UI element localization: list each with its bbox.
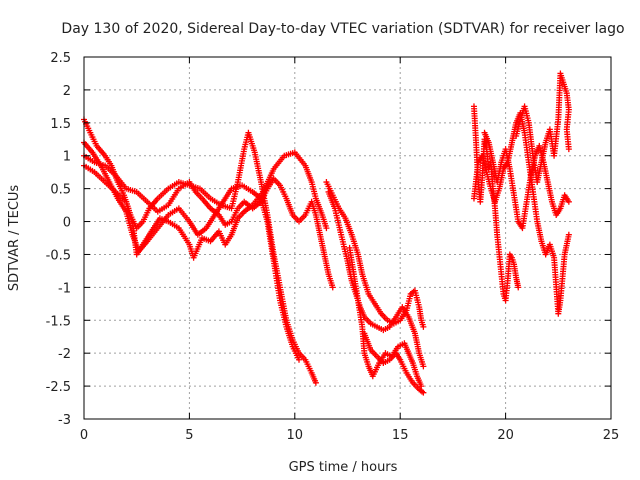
series-9 xyxy=(470,103,522,304)
axes: 0 5 10 15 20 25 -3 -2.5 -2 -1.5 -1 -0.5 0 0.5 1 1.5 2 2.5 xyxy=(46,51,620,443)
data-point xyxy=(296,356,303,363)
series-4 xyxy=(81,152,336,291)
x-axis-label: GPS time / hours xyxy=(289,460,398,475)
x-tick-label: 5 xyxy=(185,428,193,443)
data-point xyxy=(323,225,330,232)
data-point xyxy=(515,284,522,291)
grid-lines xyxy=(83,56,612,420)
series-6 xyxy=(325,188,427,370)
data-point xyxy=(329,284,336,291)
series-10 xyxy=(470,109,572,317)
y-tick-label: -2.5 xyxy=(46,380,71,395)
data-point xyxy=(420,389,427,396)
x-tick-label: 25 xyxy=(603,428,620,443)
x-tick-label: 10 xyxy=(287,428,304,443)
y-tick-label: 2.5 xyxy=(50,51,71,66)
y-tick-label: 0 xyxy=(63,216,71,231)
series-12 xyxy=(513,70,572,186)
data-point xyxy=(420,323,427,330)
data-point xyxy=(565,146,572,153)
y-tick-label: -3 xyxy=(58,413,71,428)
data-point xyxy=(565,198,572,205)
data-point xyxy=(565,231,572,238)
data-point xyxy=(418,383,425,390)
y-tick-label: -2 xyxy=(58,347,71,362)
data-point xyxy=(312,379,319,386)
series-3 xyxy=(81,149,330,261)
x-tick-label: 20 xyxy=(497,428,514,443)
series-8 xyxy=(361,330,427,396)
y-tick-label: -1.5 xyxy=(46,314,71,329)
plot-frame xyxy=(83,56,612,420)
y-axis-label: SDTVAR / TECUs xyxy=(7,185,22,292)
y-tick-label: 2 xyxy=(63,84,71,99)
x-tick-label: 15 xyxy=(392,428,409,443)
y-tick-label: -0.5 xyxy=(46,248,71,263)
y-tick-label: -1 xyxy=(58,281,71,296)
y-tick-label: 1 xyxy=(63,150,71,165)
x-tick-label: 0 xyxy=(80,428,88,443)
data-points xyxy=(81,70,572,396)
chart-title: Day 130 of 2020, Sidereal Day-to-day VTE… xyxy=(61,21,624,37)
data-point xyxy=(420,363,427,370)
y-tick-label: 0.5 xyxy=(50,183,71,198)
y-tick-label: 1.5 xyxy=(50,117,71,132)
